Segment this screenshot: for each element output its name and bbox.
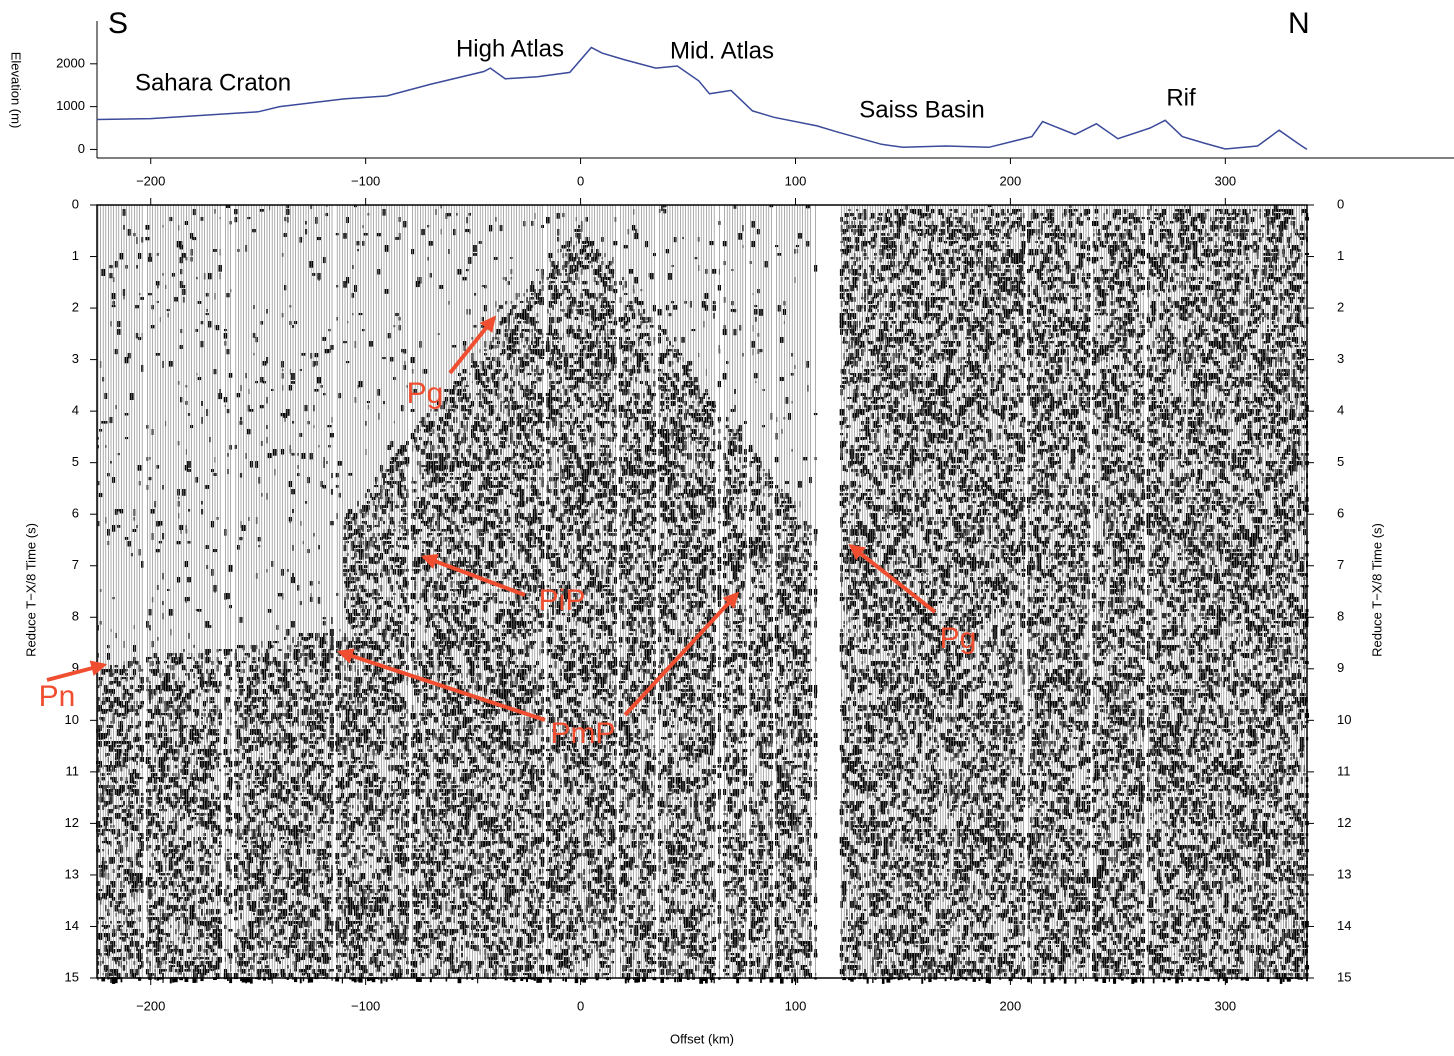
trace-blob xyxy=(380,977,383,984)
trace-blob xyxy=(240,977,242,982)
trace-blob xyxy=(299,977,302,984)
trace-blob xyxy=(245,977,247,984)
trace-blob xyxy=(294,977,298,983)
trace-blob xyxy=(367,977,370,982)
trace-blob xyxy=(184,977,189,982)
trace-blob xyxy=(309,977,314,983)
trace-blob xyxy=(383,977,385,982)
trace-blob xyxy=(138,977,142,981)
trace-blob xyxy=(114,977,118,984)
trace-blob xyxy=(351,977,355,982)
trace-blob xyxy=(246,977,251,983)
trace-blob xyxy=(369,977,372,981)
trace-blob xyxy=(262,977,266,981)
trace-blob xyxy=(250,977,253,984)
trace-blob xyxy=(120,977,123,983)
trace-blob xyxy=(341,977,343,984)
trace-blob xyxy=(174,977,178,983)
trace-blob xyxy=(241,977,246,983)
trace-blob xyxy=(227,977,229,981)
trace-blob xyxy=(358,977,363,983)
trace-blob xyxy=(307,977,310,983)
trace-blob xyxy=(169,977,172,984)
trace-blob xyxy=(156,977,159,981)
trace-blob xyxy=(229,977,233,984)
trace-blob xyxy=(354,977,357,983)
trace-blob xyxy=(335,977,340,982)
trace-blob xyxy=(396,977,398,981)
trace-blob xyxy=(162,977,164,983)
trace-blob xyxy=(371,977,376,983)
trace-blob xyxy=(101,977,106,982)
trace-blob xyxy=(111,977,116,984)
trace-blob xyxy=(172,977,175,983)
trace-blob xyxy=(385,977,388,982)
trace-blob xyxy=(200,977,204,982)
trace-noise xyxy=(96,205,1309,984)
trace-blob xyxy=(331,977,333,981)
trace-blob xyxy=(357,977,359,982)
trace-blob xyxy=(271,977,273,984)
trace-blob xyxy=(302,977,305,982)
trace-blob xyxy=(192,977,197,983)
trace-blob xyxy=(196,977,198,983)
trace-blob xyxy=(110,977,112,983)
